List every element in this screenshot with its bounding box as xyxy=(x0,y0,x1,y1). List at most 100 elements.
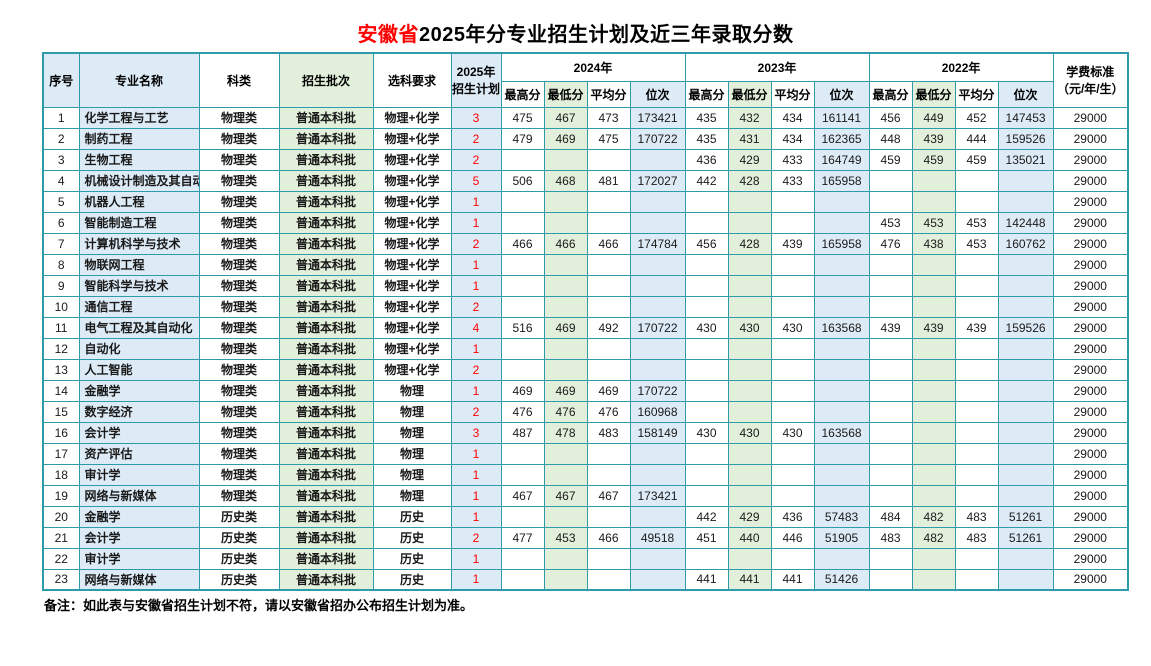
cell-2024-avg: 469 xyxy=(586,379,631,402)
cell-2023-min: 431 xyxy=(727,127,772,150)
cell-2022-max xyxy=(868,568,913,591)
cell-2024-rank xyxy=(629,547,686,570)
cell-2023-rank xyxy=(813,442,870,465)
table-row: 11 电气工程及其自动化 物理类 普通本科批 物理+化学 4 516 469 4… xyxy=(42,316,1129,339)
cell-subject-req: 物理+化学 xyxy=(372,316,452,339)
cell-2024-min: 453 xyxy=(543,526,588,549)
cell-seq: 21 xyxy=(42,526,80,549)
cell-major: 审计学 xyxy=(78,547,200,570)
cell-2022-rank xyxy=(997,295,1054,318)
cell-seq: 7 xyxy=(42,232,80,255)
cell-2023-avg: 436 xyxy=(770,505,815,528)
cell-2023-max xyxy=(684,484,729,507)
cell-seq: 2 xyxy=(42,127,80,150)
cell-2022-min xyxy=(911,442,956,465)
cell-2024-avg: 476 xyxy=(586,400,631,423)
cell-2024-max xyxy=(500,568,545,591)
cell-2022-avg xyxy=(954,568,999,591)
cell-2024-avg xyxy=(586,253,631,276)
cell-2022-min: 482 xyxy=(911,505,956,528)
cell-2022-max xyxy=(868,547,913,570)
header-tuition-line1: 学费标准 xyxy=(1066,65,1115,80)
cell-2023-avg xyxy=(770,253,815,276)
cell-2024-avg xyxy=(586,295,631,318)
header-max-2024: 最高分 xyxy=(500,80,545,108)
cell-batch: 普通本科批 xyxy=(278,253,374,276)
cell-plan-2025: 1 xyxy=(450,337,502,360)
cell-2022-avg xyxy=(954,295,999,318)
header-year-2022: 2022年 xyxy=(868,52,1054,82)
cell-2022-min xyxy=(911,463,956,486)
cell-2022-rank xyxy=(997,358,1054,381)
cell-category: 物理类 xyxy=(198,295,280,318)
cell-2024-max xyxy=(500,358,545,381)
cell-2022-max xyxy=(868,337,913,360)
cell-2023-rank xyxy=(813,337,870,360)
cell-subject-req: 物理+化学 xyxy=(372,106,452,129)
header-year-2024: 2024年 xyxy=(500,52,686,82)
header-min-2024: 最低分 xyxy=(543,80,588,108)
table-row: 10 通信工程 物理类 普通本科批 物理+化学 2 29000 xyxy=(42,295,1129,318)
cell-2023-rank xyxy=(813,295,870,318)
cell-batch: 普通本科批 xyxy=(278,190,374,213)
cell-2023-min xyxy=(727,400,772,423)
cell-2024-min: 466 xyxy=(543,232,588,255)
cell-subject-req: 历史 xyxy=(372,526,452,549)
cell-tuition: 29000 xyxy=(1052,232,1129,255)
table-row: 17 资产评估 物理类 普通本科批 物理 1 29000 xyxy=(42,442,1129,465)
header-rank-2023: 位次 xyxy=(813,80,870,108)
cell-batch: 普通本科批 xyxy=(278,127,374,150)
cell-plan-2025: 3 xyxy=(450,421,502,444)
cell-2022-max xyxy=(868,463,913,486)
cell-2022-avg xyxy=(954,169,999,192)
cell-2023-avg xyxy=(770,400,815,423)
cell-2022-min xyxy=(911,421,956,444)
cell-category: 物理类 xyxy=(198,400,280,423)
cell-2023-rank xyxy=(813,547,870,570)
cell-2024-max xyxy=(500,253,545,276)
cell-plan-2025: 2 xyxy=(450,400,502,423)
cell-2024-rank xyxy=(629,505,686,528)
cell-plan-2025: 2 xyxy=(450,127,502,150)
cell-2022-min xyxy=(911,295,956,318)
cell-category: 物理类 xyxy=(198,148,280,171)
cell-batch: 普通本科批 xyxy=(278,148,374,171)
cell-subject-req: 物理+化学 xyxy=(372,211,452,234)
cell-major: 智能制造工程 xyxy=(78,211,200,234)
cell-2022-avg: 439 xyxy=(954,316,999,339)
cell-2024-max xyxy=(500,148,545,171)
cell-category: 物理类 xyxy=(198,442,280,465)
cell-2022-avg xyxy=(954,400,999,423)
cell-2024-max: 467 xyxy=(500,484,545,507)
cell-2024-max xyxy=(500,463,545,486)
cell-2023-min xyxy=(727,442,772,465)
cell-major: 机器人工程 xyxy=(78,190,200,213)
cell-2023-rank xyxy=(813,190,870,213)
cell-2023-avg xyxy=(770,211,815,234)
cell-2023-max xyxy=(684,190,729,213)
cell-2023-max xyxy=(684,463,729,486)
cell-2024-min: 467 xyxy=(543,106,588,129)
cell-batch: 普通本科批 xyxy=(278,232,374,255)
cell-2022-min xyxy=(911,568,956,591)
cell-subject-req: 物理 xyxy=(372,463,452,486)
cell-2023-rank xyxy=(813,274,870,297)
cell-2024-min: 478 xyxy=(543,421,588,444)
cell-2024-max: 466 xyxy=(500,232,545,255)
cell-seq: 22 xyxy=(42,547,80,570)
header-subject-req: 选科要求 xyxy=(372,52,452,108)
cell-major: 电气工程及其自动化 xyxy=(78,316,200,339)
cell-2023-max: 442 xyxy=(684,169,729,192)
cell-seq: 6 xyxy=(42,211,80,234)
cell-2023-rank xyxy=(813,358,870,381)
cell-2024-avg: 481 xyxy=(586,169,631,192)
table-row: 21 会计学 历史类 普通本科批 历史 2 477 453 466 49518 … xyxy=(42,526,1129,549)
cell-2024-avg xyxy=(586,358,631,381)
cell-2024-min xyxy=(543,547,588,570)
cell-2023-min: 429 xyxy=(727,148,772,171)
cell-2022-max xyxy=(868,295,913,318)
cell-seq: 12 xyxy=(42,337,80,360)
cell-2024-min: 467 xyxy=(543,484,588,507)
cell-2022-min: 482 xyxy=(911,526,956,549)
cell-plan-2025: 1 xyxy=(450,211,502,234)
